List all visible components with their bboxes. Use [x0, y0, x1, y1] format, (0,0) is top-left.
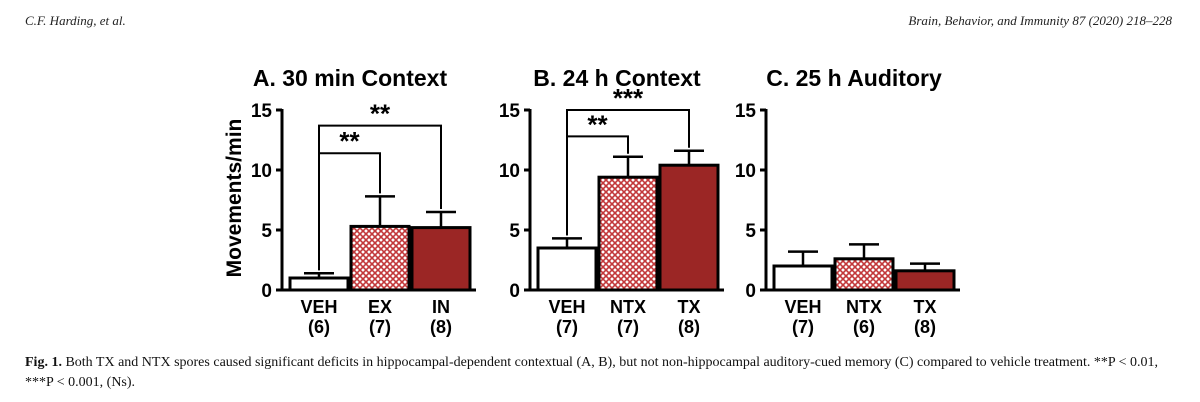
panel-a-significance-stars: **: [339, 126, 360, 156]
panel-c-title: C. 25 h Auditory: [766, 65, 942, 91]
panel-c-x-tick-label: TX: [913, 297, 936, 317]
y-axis-label: Movements/min: [223, 119, 246, 278]
panel-a-n-label: (8): [430, 317, 452, 337]
panel-c-bar-tx: [894, 269, 956, 292]
panel-b-y-tick-label: 10: [499, 161, 520, 182]
running-header-journal: Brain, Behavior, and Immunity 87 (2020) …: [908, 13, 1172, 28]
panel-b-significance-stars: ***: [613, 83, 644, 113]
caption-text: Both TX and NTX spores caused significan…: [25, 355, 1159, 390]
panel-c-y-tick-label: 5: [745, 221, 756, 242]
panel-b-bar-veh: [536, 246, 598, 292]
panel-c-n-label: (6): [853, 317, 875, 337]
panel-c-x-tick-label: NTX: [846, 297, 882, 317]
panel-a-bar-in: [410, 226, 472, 292]
panel-c-bar-ntx: [833, 257, 895, 292]
panel-b-bar-tx: [658, 163, 720, 292]
running-header-authors: C.F. Harding, et al.: [25, 13, 126, 28]
panel-a-x-tick-label: VEH: [300, 297, 337, 317]
panel-c-x-tick-label: VEH: [784, 297, 821, 317]
panel-b-x-tick-label: VEH: [548, 297, 585, 317]
panel-c-n-label: (8): [914, 317, 936, 337]
panel-c-bar-veh: [772, 264, 834, 292]
panel-a-bar-veh: [288, 276, 350, 292]
panel-b-title: B. 24 h Context: [533, 65, 701, 91]
panel-a-bar-ex: [349, 224, 411, 292]
panel-a-title: A. 30 min Context: [253, 65, 448, 91]
panel-a-n-label: (6): [308, 317, 330, 337]
panel-b-n-label: (7): [617, 317, 639, 337]
panel-a-y-tick-label: 5: [261, 221, 272, 242]
panel-a-n-label: (7): [369, 317, 391, 337]
panel-c-y-tick-label: 10: [735, 161, 756, 182]
panel-a-y-tick-label: 10: [251, 161, 272, 182]
panel-c-y-tick-label: 0: [745, 281, 756, 302]
figure-caption: Fig. 1. Both TX and NTX spores caused si…: [25, 353, 1175, 393]
panel-b-y-tick-label: 0: [509, 281, 520, 302]
panel-a-y-tick-label: 0: [261, 281, 272, 302]
panel-c-y-tick-label: 15: [735, 101, 757, 122]
panel-b-y-tick-label: 15: [499, 101, 521, 122]
panel-b-n-label: (8): [678, 317, 700, 337]
panel-a-significance-bracket: [318, 124, 442, 271]
panel-a-x-tick-label: IN: [432, 297, 450, 317]
panel-b-y-tick-label: 5: [509, 221, 520, 242]
panel-b-significance-bracket: [566, 109, 690, 236]
figure-bar-charts: Movements/min A. 30 min Context 0 5 10 15 VEH…: [223, 65, 960, 337]
panel-b-x-tick-label: TX: [677, 297, 700, 317]
panel-b-n-label: (7): [556, 317, 578, 337]
panel-c-n-label: (7): [792, 317, 814, 337]
caption-label: Fig. 1.: [25, 355, 62, 370]
panel-b-significance-stars: **: [587, 109, 608, 139]
panel-a-y-tick-label: 15: [251, 101, 273, 122]
panel-a-x-tick-label: EX: [368, 297, 392, 317]
panel-b-x-tick-label: NTX: [610, 297, 646, 317]
panel-a-significance-stars: **: [370, 99, 391, 129]
panel-b-bar-ntx: [597, 175, 659, 292]
